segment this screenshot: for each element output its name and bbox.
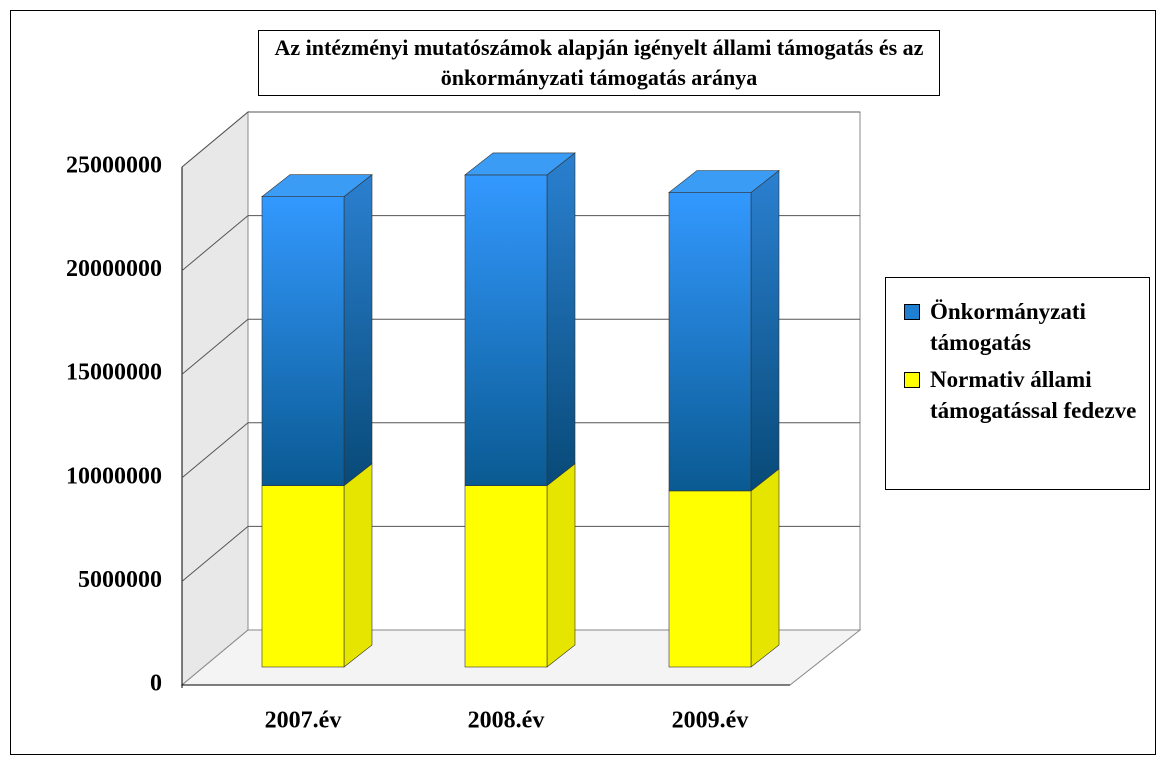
legend-item: Normativ állami támogatással fedezve [904, 364, 1139, 426]
bar-side [343, 174, 373, 487]
chart-title: Az intézményi mutatószámok alapján igény… [258, 30, 940, 96]
y-tick-label: 25000000 [66, 153, 162, 179]
bar [464, 174, 548, 486]
grid-line [181, 215, 249, 271]
legend-label: Önkormányzati támogatás [930, 299, 1086, 355]
bar-side [546, 463, 576, 668]
legend-swatch [904, 304, 920, 320]
bar [668, 192, 752, 492]
bar [464, 485, 548, 668]
bar-top [261, 174, 373, 197]
legend-item: Önkormányzati támogatás [904, 296, 1139, 358]
y-tick-label: 0 [150, 671, 162, 697]
bar [261, 196, 345, 487]
legend-label: Normativ állami támogatással fedezve [930, 367, 1137, 423]
legend-swatch [904, 372, 920, 388]
y-tick-label: 15000000 [66, 360, 162, 386]
bar [668, 490, 752, 668]
grid-line [181, 526, 249, 582]
legend: Önkormányzati támogatás Normativ állami t… [885, 277, 1150, 490]
bar-top [464, 152, 576, 176]
grid-line [181, 111, 249, 168]
x-tick-label: 2009.év [672, 708, 749, 734]
bar-side [343, 463, 373, 668]
grid-line [181, 422, 249, 479]
x-tick-label: 2008.év [468, 708, 545, 734]
bar-side [750, 468, 780, 668]
y-tick-label: 10000000 [66, 463, 162, 489]
grid-line [181, 318, 249, 375]
bar-top [668, 170, 780, 193]
y-tick-label: 20000000 [66, 256, 162, 282]
left-wall [181, 110, 249, 687]
bar [261, 485, 345, 668]
y-tick-label: 5000000 [78, 567, 162, 593]
bar-side [750, 169, 780, 492]
frame [10, 10, 1156, 755]
bar-side [546, 152, 576, 487]
x-tick-label: 2007.év [265, 708, 342, 734]
